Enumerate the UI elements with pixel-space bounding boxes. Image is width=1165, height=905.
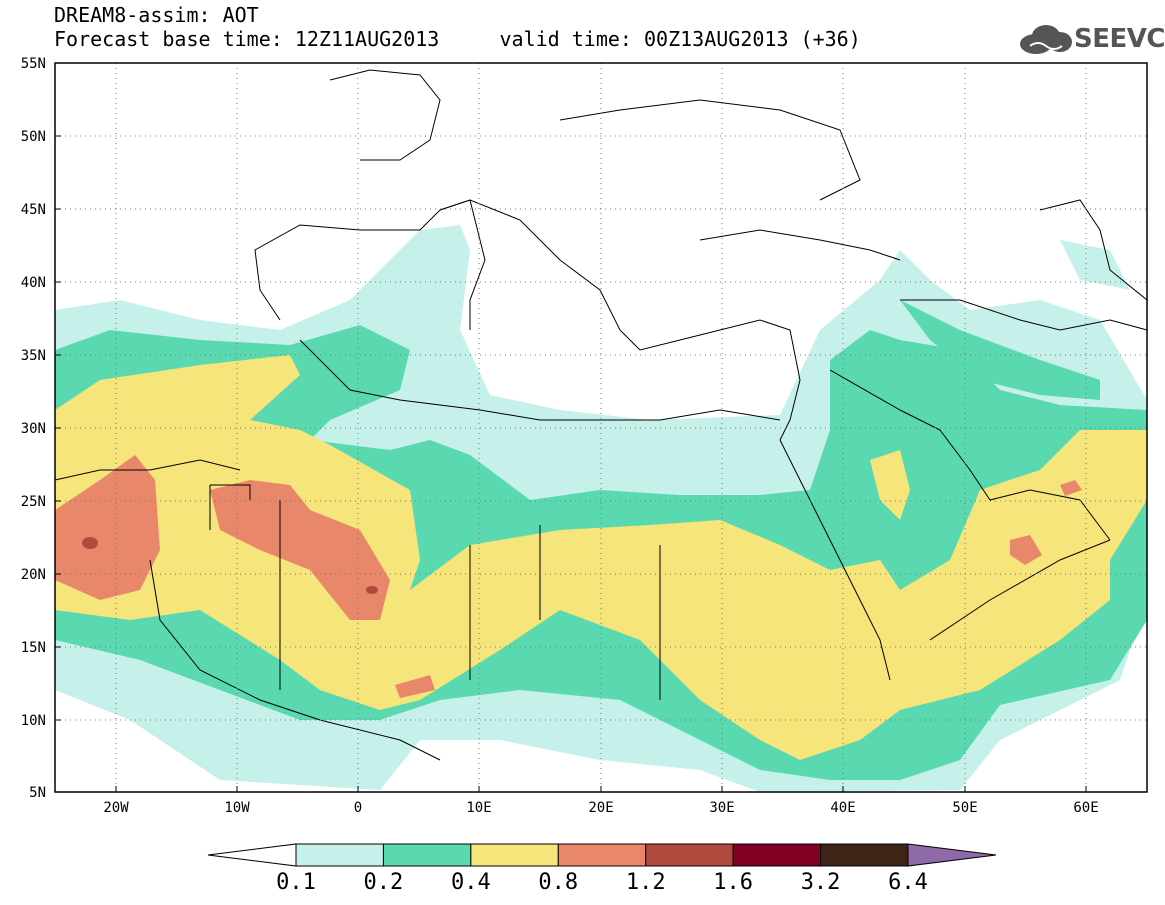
colorbar-label: 0.8 (538, 870, 579, 895)
colorbar-label: 0.4 (450, 870, 491, 895)
colorbar-label: 1.6 (713, 870, 754, 895)
colorbar-box (557, 843, 647, 867)
lat-label: 30N (21, 421, 46, 437)
colorbar (207, 843, 997, 867)
tick-marks (55, 135, 1087, 792)
colorbar-max-triangle (907, 843, 997, 867)
graticule (55, 63, 1147, 792)
lon-label: 50E (952, 800, 977, 816)
lon-label: 10W (224, 800, 250, 816)
colorbar-label: 1.2 (625, 870, 666, 895)
lon-label: 10E (466, 800, 491, 816)
colorbar-label: 0.1 (276, 870, 316, 895)
colorbar-box (470, 843, 559, 867)
longitude-labels: 20W 10W 0 10E 20E 30E 40E 50E 60E (103, 800, 1098, 816)
lat-label: 40N (21, 275, 46, 291)
lat-label: 45N (21, 202, 46, 218)
colorbar-box (295, 843, 384, 867)
latitude-labels: 55N 50N 45N 40N 35N 30N 25N 20N 15N 10N … (21, 56, 46, 801)
logo-text: SEEVCCC (1074, 24, 1165, 54)
colorbar-box (382, 843, 472, 867)
lat-label: 35N (21, 348, 46, 364)
forecast-times: Forecast base time: 12Z11AUG2013 valid t… (54, 27, 861, 51)
colorbar-box (820, 843, 909, 867)
lat-label: 5N (29, 785, 46, 801)
coastlines (55, 69, 1147, 761)
colorbar-label: 3.2 (800, 870, 841, 895)
lon-label: 0 (354, 800, 362, 816)
lon-label: 40E (830, 800, 855, 816)
colorbar-box (732, 843, 822, 867)
colorbar-min-triangle (207, 843, 297, 867)
lat-label: 25N (21, 494, 46, 510)
lon-label: 30E (709, 800, 734, 816)
colorbar-label: 0.2 (363, 870, 404, 895)
lat-label: 20N (21, 567, 46, 583)
lat-label: 50N (21, 129, 46, 145)
map-title: DREAM8-assim: AOT (54, 3, 259, 27)
cloud-icon (1020, 25, 1072, 54)
lat-label: 15N (21, 640, 46, 656)
aot-contours (55, 225, 1147, 792)
lon-label: 20W (103, 800, 129, 816)
lon-label: 60E (1073, 800, 1098, 816)
lat-label: 55N (21, 56, 46, 72)
colorbar-label: 6.4 (888, 870, 928, 895)
colorbar-box (645, 843, 734, 867)
lon-label: 20E (588, 800, 613, 816)
lat-label: 10N (21, 713, 46, 729)
